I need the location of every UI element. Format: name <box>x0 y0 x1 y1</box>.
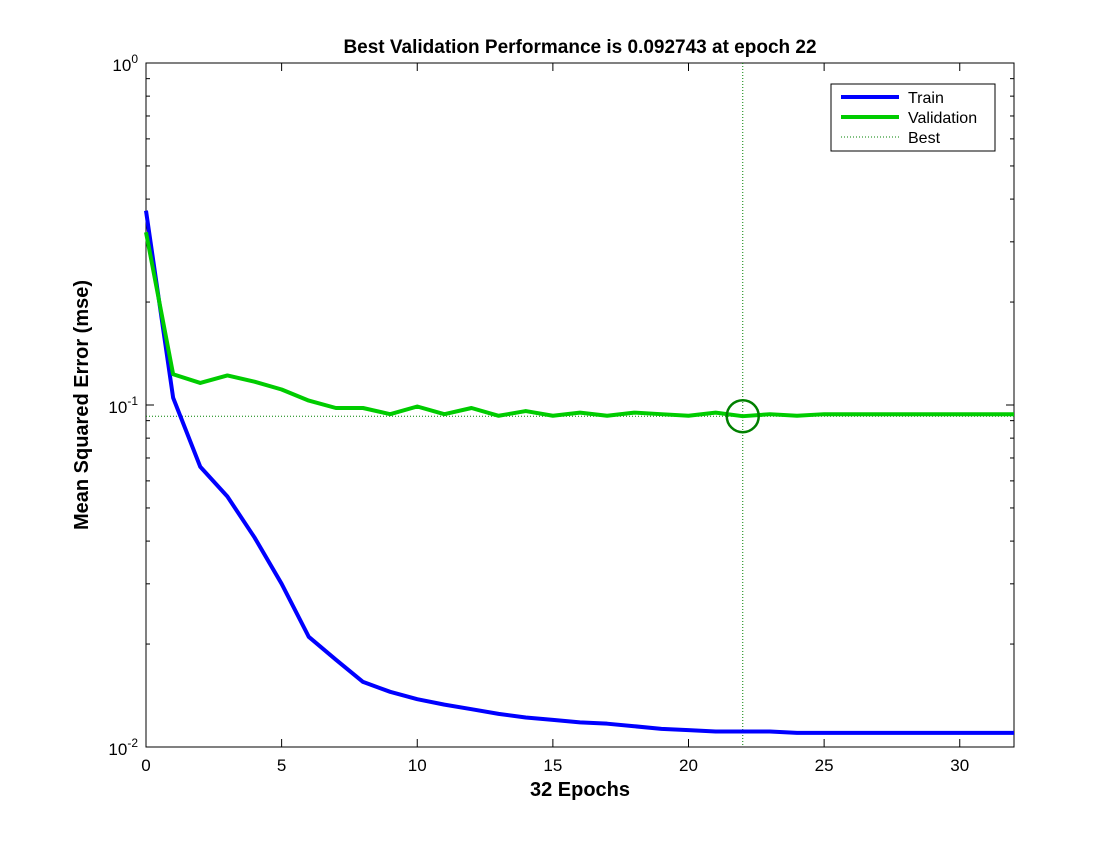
x-axis-label: 32 Epochs <box>530 779 630 801</box>
best-point-marker <box>725 398 760 434</box>
x-tick-label: 0 <box>141 756 150 775</box>
x-tick-label: 20 <box>679 756 698 775</box>
legend-label-train: Train <box>908 90 944 107</box>
series-line-train <box>144 210 1014 735</box>
x-tick-label: 25 <box>815 756 834 775</box>
plot-frame <box>145 62 1015 748</box>
plot-area: 0 5 10 15 20 25 30 100 10-1 10-2 Train Validation Be… <box>108 52 1015 775</box>
y-tick-label: 10-2 <box>108 736 138 759</box>
legend: Train Validation Best <box>830 83 996 152</box>
x-tick-label: 30 <box>950 756 969 775</box>
x-tick-label: 15 <box>543 756 562 775</box>
y-tick-label: 100 <box>112 52 138 75</box>
x-tick-label: 10 <box>408 756 427 775</box>
x-tick-label: 5 <box>277 756 286 775</box>
legend-label-validation: Validation <box>908 110 977 127</box>
legend-label-best: Best <box>908 130 941 147</box>
y-tick-label: 10-1 <box>108 394 138 417</box>
series-line-validation <box>144 231 1014 419</box>
y-axis-label: Mean Squared Error (mse) <box>71 280 93 530</box>
chart-title: Best Validation Performance is 0.092743 … <box>343 37 816 58</box>
